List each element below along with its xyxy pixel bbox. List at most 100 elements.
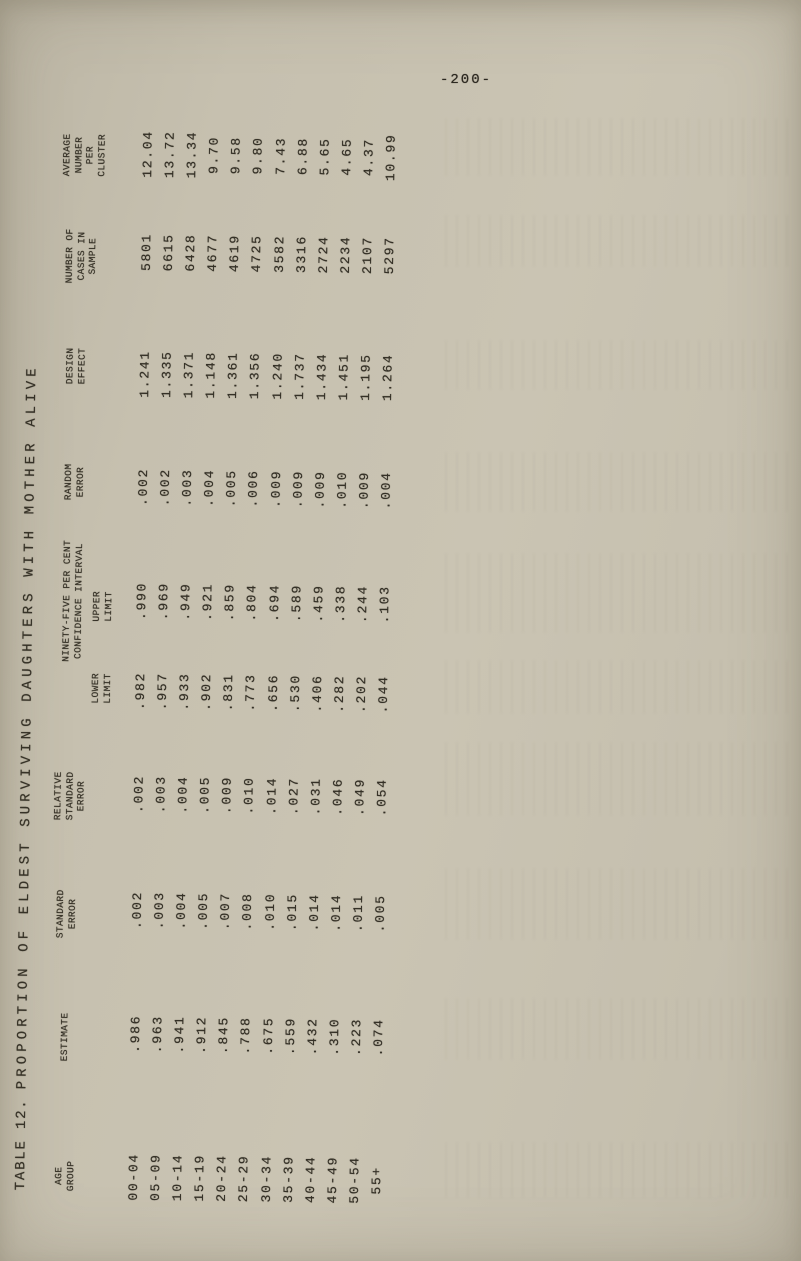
cell-upper_limit: .244 (354, 584, 371, 624)
cell-relative_standard_error: .002 (131, 774, 147, 814)
header-line: ESTIMATE (58, 1012, 71, 1062)
header-line: LIMIT (102, 591, 114, 622)
cell-upper_limit: .990 (133, 581, 150, 621)
cell-random_error: .002 (135, 467, 152, 507)
cell-avg_cluster: 9.80 (250, 136, 267, 175)
cell-avg_cluster: 9.58 (228, 136, 245, 175)
cell-lower_limit: .406 (309, 674, 325, 713)
cell-estimate: .986 (127, 1014, 144, 1053)
cell-lower_limit: .530 (287, 673, 303, 713)
cell-estimate: .845 (216, 1016, 232, 1055)
cell-cases: 4619 (227, 234, 243, 273)
header-line: ERROR (74, 466, 86, 498)
cell-cases: 4677 (205, 233, 221, 272)
cell-relative_standard_error: .004 (175, 775, 191, 814)
cell-random_error: .003 (179, 468, 196, 507)
header-line: SAMPLE (86, 237, 99, 275)
cell-random_error: .004 (378, 471, 395, 510)
cell-avg_cluster: 4.37 (361, 137, 377, 177)
cell-avg_cluster: 5.65 (316, 137, 333, 176)
cell-estimate: .074 (370, 1018, 387, 1057)
cell-lower_limit: .282 (331, 674, 348, 713)
cell-avg_cluster: 13.72 (162, 130, 178, 179)
cell-age: 25-29 (236, 1154, 252, 1203)
cell-cases: 2234 (337, 235, 354, 274)
cell-upper_limit: .694 (266, 583, 283, 622)
cell-cases: 6615 (160, 233, 177, 272)
cell-upper_limit: .338 (332, 584, 349, 623)
cell-lower_limit: .902 (198, 672, 215, 711)
cell-random_error: .004 (201, 468, 218, 507)
column-upper-limit: .990 .969 .949 .921 .859 .804 .694 .589 .459 .338… (131, 551, 397, 655)
header-line: NINETY-FIVE PER CENT (60, 539, 74, 662)
cell-random_error: .009 (290, 469, 306, 509)
cell-lower_limit: .831 (221, 673, 237, 712)
cell-random_error: .010 (334, 470, 350, 509)
column-relative-standard-error: .002 .003 .004 .005 .009 .010 .014 .027 .031 .046… (128, 744, 394, 848)
cell-estimate: .788 (238, 1016, 254, 1055)
cell-cases: 3316 (293, 235, 310, 274)
cell-age: 30-34 (258, 1154, 275, 1203)
cell-design_effect: 1.240 (269, 351, 286, 400)
cell-estimate: .223 (348, 1017, 365, 1057)
cell-cases: 5801 (138, 232, 155, 272)
cell-upper_limit: .949 (178, 582, 194, 621)
cell-relative_standard_error: .005 (197, 775, 214, 814)
header-average-per-cluster: AVERAGE NUMBER PER CLUSTER (61, 105, 108, 206)
cell-design_effect: 1.148 (203, 351, 220, 399)
header-estimate: ESTIMATE (58, 987, 71, 1087)
cell-lower_limit: .982 (132, 671, 149, 711)
cell-estimate: .432 (304, 1017, 321, 1056)
header-number-of-cases: NUMBER OF CASES IN SAMPLE (63, 206, 99, 306)
table-title: PROPORTION OF ELDEST SURVIVING DAUGHTERS… (14, 364, 41, 1090)
header-line: ERROR (66, 898, 78, 930)
cell-standard_error: .014 (306, 893, 322, 932)
cell-estimate: .912 (194, 1015, 210, 1054)
cell-lower_limit: .957 (154, 672, 171, 711)
cell-design_effect: 1.451 (335, 352, 352, 401)
cell-lower_limit: .044 (375, 675, 392, 714)
header-line: CLUSTER (95, 133, 108, 177)
cell-age: 40-44 (302, 1155, 319, 1204)
cell-design_effect: 1.264 (380, 353, 396, 402)
cell-age: 05-09 (147, 1153, 164, 1202)
cell-cases: 3582 (271, 234, 287, 273)
column-number-of-cases: 5801 6615 6428 4677 4619 4725 3582 3316 2724 2234… (135, 202, 401, 306)
cell-relative_standard_error: .054 (374, 778, 390, 817)
cell-design_effect: 1.737 (291, 352, 308, 400)
cell-relative_standard_error: .031 (308, 777, 324, 816)
cell-random_error: .005 (223, 469, 240, 508)
cell-relative_standard_error: .046 (330, 777, 346, 816)
cell-lower_limit: .202 (353, 674, 370, 714)
cell-relative_standard_error: .014 (263, 776, 280, 815)
cell-upper_limit: .589 (288, 583, 305, 623)
cell-upper_limit: .459 (310, 584, 327, 623)
header-upper-limit: UPPER LIMIT (90, 556, 114, 656)
cell-cases: 5297 (381, 236, 398, 275)
cell-avg_cluster: 10.99 (383, 133, 399, 182)
cell-design_effect: 1.335 (159, 350, 175, 399)
cell-lower_limit: .656 (265, 673, 281, 712)
header-random-error: RANDOM ERROR (62, 432, 86, 532)
cell-age: 35-39 (280, 1155, 297, 1203)
cell-design_effect: 1.361 (225, 351, 242, 400)
header-line: CONFIDENCE INTERVAL (71, 543, 85, 660)
cell-relative_standard_error: .049 (352, 777, 368, 817)
cell-cases: 2724 (315, 235, 332, 274)
cell-age: 55+ (368, 1165, 385, 1195)
cell-upper_limit: .921 (200, 582, 216, 621)
cell-standard_error: .002 (129, 890, 146, 930)
cell-design_effect: 1.241 (137, 350, 153, 398)
cell-standard_error: .011 (350, 893, 367, 933)
cell-estimate: .963 (150, 1015, 166, 1054)
cell-design_effect: 1.195 (357, 353, 374, 401)
cell-standard_error: .010 (262, 892, 278, 931)
cell-avg_cluster: 12.04 (140, 130, 156, 178)
cell-random_error: .002 (157, 468, 174, 507)
table-number-label: TABLE 12. (12, 1098, 31, 1191)
cell-estimate: .675 (260, 1016, 276, 1055)
cell-cases: 4725 (249, 234, 265, 273)
cell-estimate: .310 (326, 1017, 343, 1056)
